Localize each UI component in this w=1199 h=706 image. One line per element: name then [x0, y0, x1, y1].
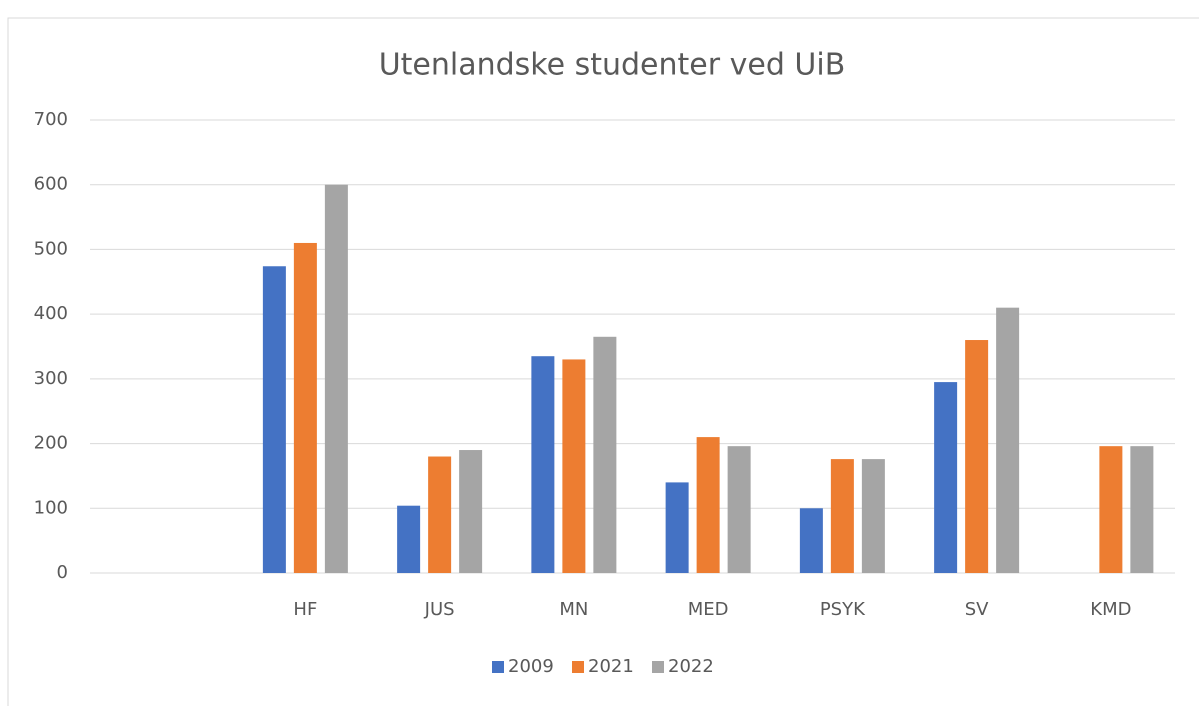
legend-label: 2009	[508, 656, 554, 677]
bar	[428, 456, 452, 573]
y-tick-label: 300	[34, 368, 68, 389]
x-tick-label: HF	[293, 599, 317, 620]
y-tick-label: 200	[34, 433, 68, 454]
x-tick-label: MN	[559, 599, 588, 620]
bar	[727, 446, 751, 573]
bar	[531, 356, 555, 573]
bar	[397, 505, 421, 573]
y-tick-label: 0	[57, 562, 68, 583]
y-tick-label: 400	[34, 303, 68, 324]
bar	[696, 437, 720, 573]
bar	[293, 242, 317, 573]
bar	[934, 382, 958, 573]
bar	[996, 307, 1020, 573]
bar	[965, 340, 989, 573]
legend-label: 2021	[588, 656, 634, 677]
bar	[861, 459, 885, 573]
bar	[262, 266, 286, 573]
bar	[665, 482, 689, 573]
y-tick-label: 600	[34, 174, 68, 195]
x-tick-label: SV	[965, 599, 989, 620]
bar	[324, 184, 348, 573]
legend-label: 2022	[668, 656, 714, 677]
x-tick-label: MED	[688, 599, 729, 620]
x-tick-label: KMD	[1090, 599, 1131, 620]
bar	[562, 359, 586, 573]
bar	[1130, 446, 1154, 573]
x-tick-label: JUS	[424, 599, 455, 620]
legend-swatch	[652, 661, 664, 673]
bar	[1099, 446, 1123, 573]
bar	[459, 450, 483, 573]
legend-swatch	[572, 661, 584, 673]
y-tick-label: 100	[34, 497, 68, 518]
y-tick-label: 700	[34, 109, 68, 130]
bar	[799, 508, 823, 573]
bar	[830, 459, 854, 573]
y-tick-label: 500	[34, 238, 68, 259]
chart-title: Utenlandske studenter ved UiB	[379, 48, 846, 83]
legend-swatch	[492, 661, 504, 673]
x-tick-label: PSYK	[820, 599, 866, 620]
bar	[593, 336, 617, 573]
